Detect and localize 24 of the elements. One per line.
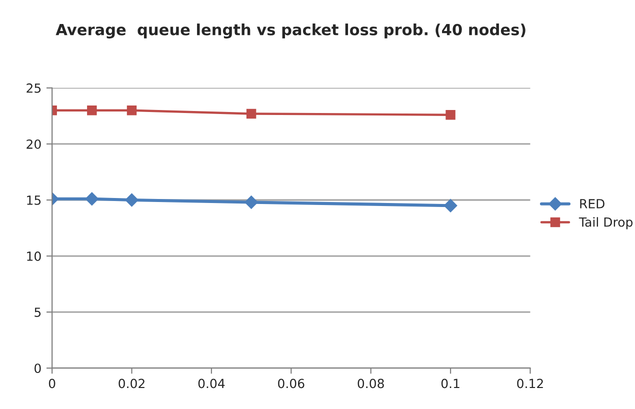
x-tick-label: 0.12 [517,378,543,388]
y-tick-label: 20 [26,139,41,149]
point [246,108,256,119]
point [124,193,139,207]
y-tick-label: 15 [27,196,41,205]
y-tick-label: 0 [34,364,41,374]
point [87,105,97,116]
chart-title: Average queue length vs packet loss prob. (40 nodes) [56,24,526,38]
x-tick-label: 0.06 [278,378,304,388]
point [446,110,456,120]
point [244,195,258,210]
point [444,198,458,212]
x-tick-label: 0.04 [198,378,225,388]
y-tick-label: 25 [26,83,41,93]
y-tick-label: 5 [34,308,41,317]
x-tick-label: 0.1 [441,378,460,388]
point [126,105,137,116]
legend-label: RED [580,199,604,208]
y-tick-label: 10 [27,252,41,261]
x-tick-label: 0.08 [358,378,384,388]
x-tick-label: 0 [48,378,56,388]
legend-label: Tail Drop [578,217,633,230]
point [85,192,99,206]
x-tick-label: 0.02 [118,378,144,388]
